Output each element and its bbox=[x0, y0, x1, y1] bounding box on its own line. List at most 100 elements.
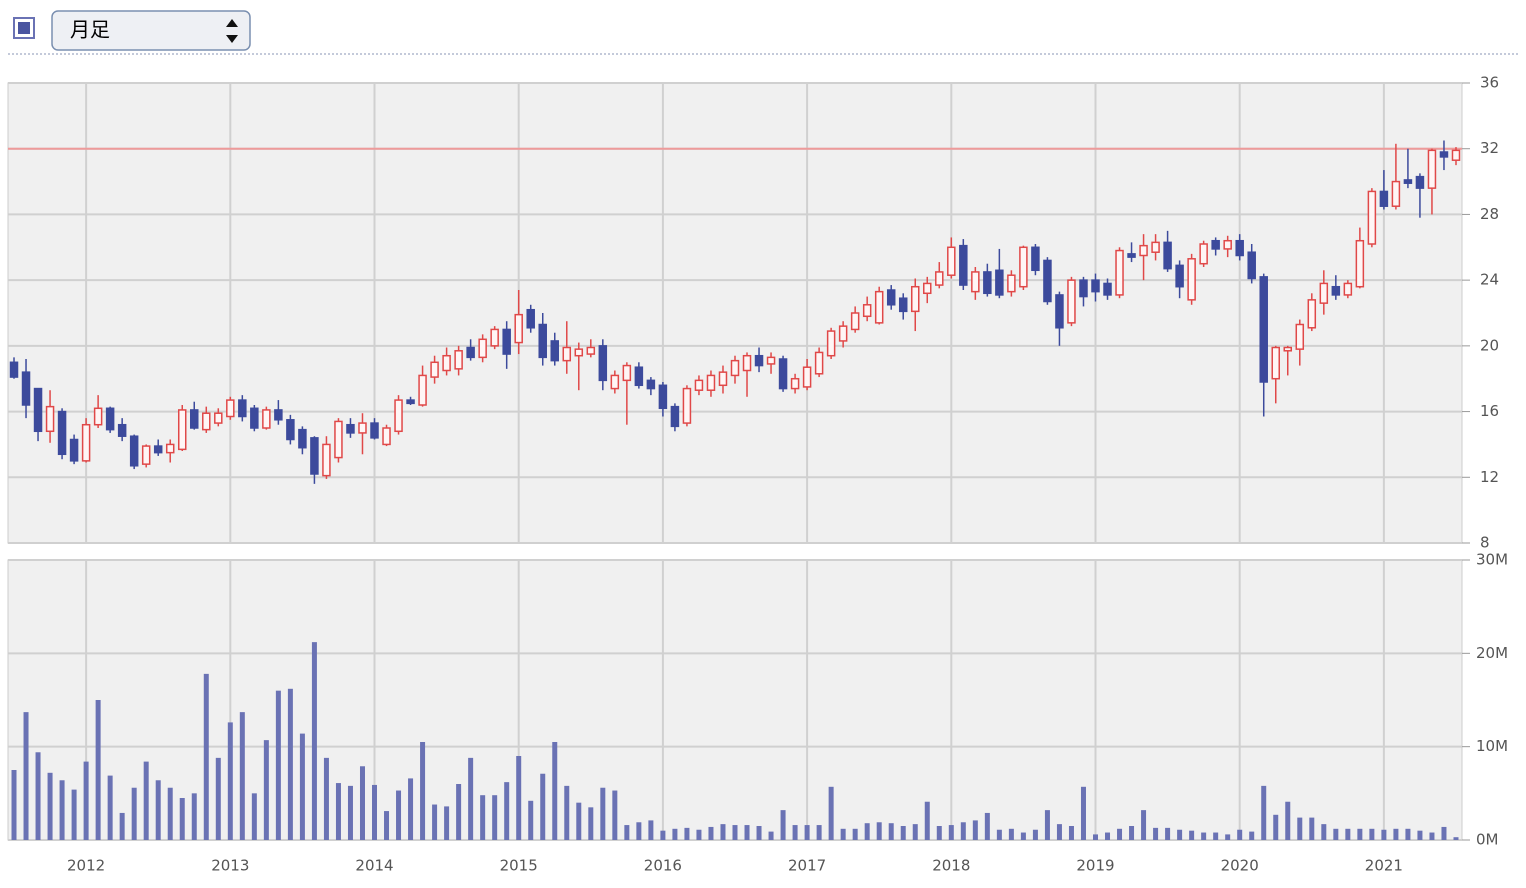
candle-body bbox=[838, 325, 848, 342]
volume-bar bbox=[396, 790, 402, 840]
volume-bar bbox=[468, 757, 474, 840]
volume-bar bbox=[1429, 832, 1435, 840]
candle-body bbox=[995, 269, 1004, 296]
candle-body bbox=[1199, 243, 1208, 265]
candle-body bbox=[1283, 346, 1293, 352]
candle-body bbox=[622, 364, 632, 382]
period-select[interactable] bbox=[51, 10, 251, 51]
y-tick-label: 28 bbox=[1480, 205, 1499, 223]
volume-bar bbox=[372, 784, 378, 840]
candle-body bbox=[105, 407, 115, 431]
volume-bar bbox=[1117, 828, 1123, 840]
candle-body bbox=[21, 371, 31, 406]
volume-bar bbox=[191, 793, 197, 840]
candle-body bbox=[45, 405, 55, 433]
volume-bar bbox=[11, 770, 17, 840]
x-tick-label: 2018 bbox=[932, 857, 970, 875]
candle-body bbox=[226, 399, 235, 418]
volume-bar bbox=[203, 673, 209, 840]
candle-body bbox=[742, 354, 752, 372]
volume-bar bbox=[59, 780, 65, 840]
volume-bar bbox=[143, 761, 149, 840]
volume-bar bbox=[1189, 830, 1195, 840]
y-tick-label: 8 bbox=[1480, 534, 1490, 552]
candle-body bbox=[129, 435, 139, 467]
volume-bar bbox=[660, 830, 666, 840]
candle-body bbox=[1379, 190, 1389, 207]
volume-bar bbox=[648, 820, 654, 840]
candle-body bbox=[1115, 249, 1124, 296]
candle-body bbox=[1295, 323, 1305, 350]
volume-bar bbox=[1393, 828, 1399, 840]
volume-bar bbox=[732, 825, 738, 840]
candle-body bbox=[202, 412, 211, 431]
x-tick-label: 2021 bbox=[1365, 857, 1403, 875]
y-tick-label: 36 bbox=[1480, 74, 1499, 92]
volume-bar bbox=[552, 742, 558, 840]
candle-body bbox=[165, 443, 175, 454]
volume-bar bbox=[155, 780, 161, 840]
candle-body bbox=[286, 419, 295, 441]
candle-body bbox=[983, 271, 992, 295]
candle-body bbox=[1415, 175, 1425, 189]
candle-body bbox=[1031, 246, 1040, 272]
candle-body bbox=[334, 420, 343, 459]
volume-bar bbox=[516, 756, 522, 840]
candle-body bbox=[562, 346, 572, 362]
volume-bar bbox=[432, 804, 438, 840]
candle-body bbox=[1367, 190, 1377, 245]
volume-bar bbox=[1321, 824, 1327, 840]
volume-bar bbox=[948, 825, 954, 840]
volume-bar bbox=[95, 700, 101, 840]
volume-bar bbox=[408, 778, 414, 840]
volume-bar bbox=[179, 798, 185, 840]
candle-body bbox=[1019, 246, 1028, 288]
candle-body bbox=[886, 289, 896, 306]
volume-panel bbox=[7, 559, 1463, 841]
volume-bar bbox=[624, 825, 630, 840]
candle-body bbox=[430, 361, 439, 378]
volume-bar bbox=[564, 785, 570, 840]
volume-bar bbox=[420, 742, 426, 840]
volume-bar bbox=[1165, 827, 1171, 840]
volume-tick-label: 10M bbox=[1476, 737, 1508, 755]
volume-bar bbox=[1008, 828, 1014, 840]
volume-bar bbox=[1044, 810, 1050, 840]
candle-body bbox=[418, 374, 427, 406]
volume-bar bbox=[1020, 832, 1026, 840]
volume-bar bbox=[768, 831, 774, 840]
candle-body bbox=[1187, 258, 1196, 301]
volume-bar bbox=[1261, 785, 1267, 840]
volume-bar bbox=[708, 826, 714, 840]
candle-body bbox=[406, 399, 415, 405]
candle-body bbox=[646, 379, 656, 390]
volume-bar bbox=[323, 757, 329, 840]
period-select-label: 月足 bbox=[70, 18, 110, 42]
volume-bar bbox=[299, 733, 305, 840]
volume-bar bbox=[1068, 826, 1074, 840]
x-tick-label: 2019 bbox=[1076, 857, 1114, 875]
candle-body bbox=[490, 328, 499, 347]
candle-body bbox=[634, 366, 644, 387]
volume-bar bbox=[311, 642, 317, 840]
candle-body bbox=[382, 427, 391, 446]
volume-bar bbox=[1080, 786, 1086, 840]
volume-bar bbox=[1357, 828, 1363, 840]
volume-bar bbox=[1333, 828, 1339, 840]
volume-tick-label: 30M bbox=[1476, 551, 1508, 569]
volume-bar bbox=[1092, 834, 1098, 840]
volume-bar bbox=[1285, 801, 1291, 840]
candle-body bbox=[862, 304, 872, 318]
x-tick-label: 2013 bbox=[211, 857, 249, 875]
volume-bar bbox=[1405, 828, 1411, 840]
volume-bar bbox=[1297, 817, 1303, 840]
volume-bar bbox=[1249, 831, 1255, 840]
volume-bar bbox=[744, 825, 750, 840]
volume-bar bbox=[1213, 832, 1219, 840]
candle-body bbox=[1355, 239, 1365, 288]
candle-body bbox=[478, 338, 487, 359]
volume-bar bbox=[239, 712, 245, 840]
candle-body bbox=[790, 377, 800, 390]
y-tick-label: 16 bbox=[1480, 402, 1499, 420]
